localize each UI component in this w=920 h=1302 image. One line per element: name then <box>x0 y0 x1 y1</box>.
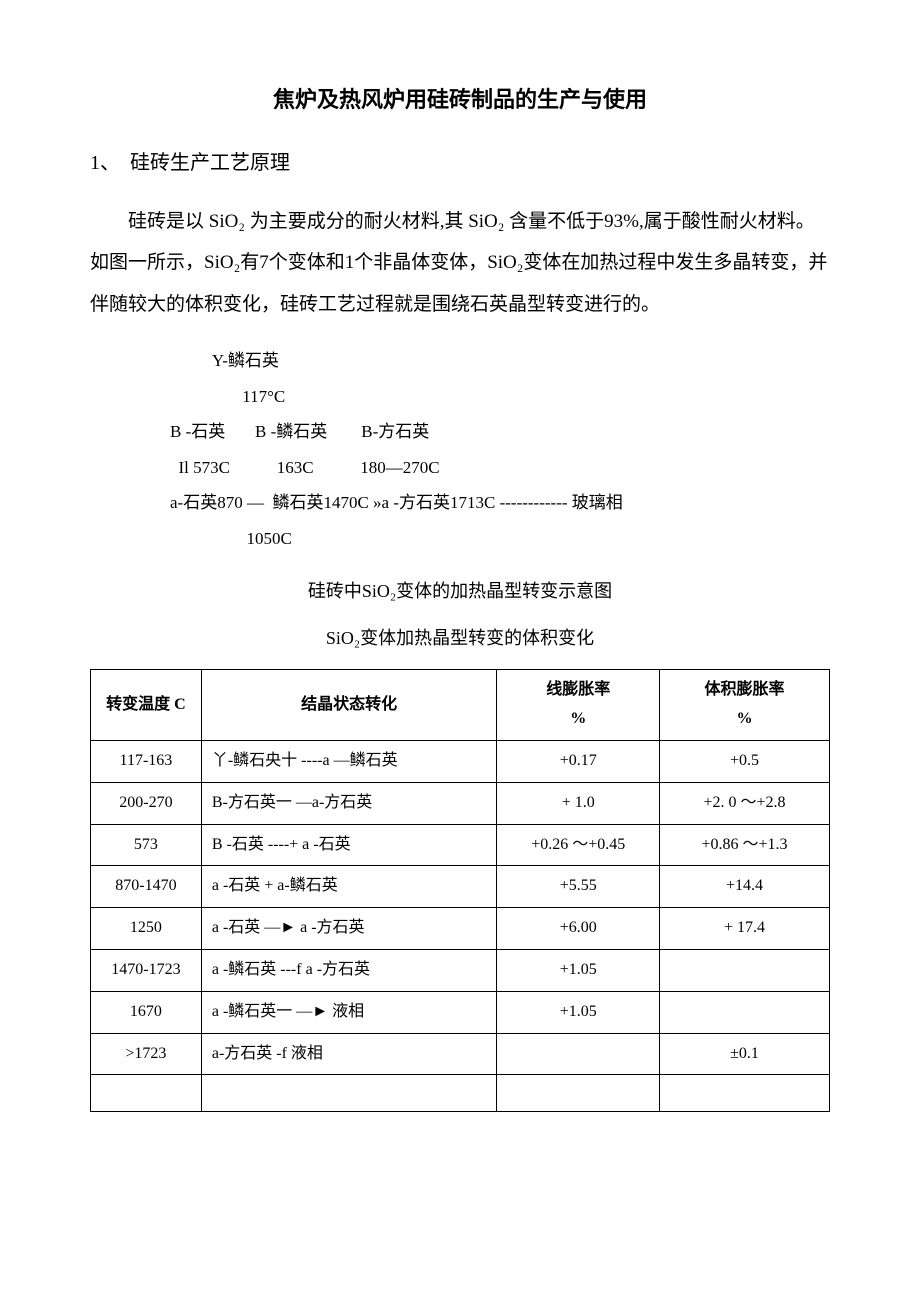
diagram-line-3: 117°C <box>170 382 830 413</box>
table-row: >1723 a-方石英 -f 液相 ±0.1 <box>91 1033 830 1075</box>
cell-linear: +5.55 <box>497 866 660 908</box>
table-header-row: 转变温度 C 结晶状态转化 线膨胀率 % 体积膨胀率 % <box>91 670 830 741</box>
cell-temp: 1470-1723 <box>91 949 202 991</box>
cell-linear: +0.17 <box>497 740 660 782</box>
table-row: 1670 a -鳞石英一 —► 液相 +1.05 <box>91 991 830 1033</box>
empty-cell <box>91 1075 202 1112</box>
section-heading: 硅砖生产工艺原理 <box>130 152 290 174</box>
phase-transition-diagram: Y-鳞石英 117°C B -石英 B -鳞石英 B-方石英 Il 573C 1… <box>170 346 830 555</box>
cell-vol: ±0.1 <box>660 1033 830 1075</box>
diagram-line-5: Il 573C 163C 180—270C <box>170 453 830 484</box>
cell-vol <box>660 949 830 991</box>
cell-change: 丫-鳞石央十 ----a —鳞石英 <box>201 740 497 782</box>
cell-temp: 117-163 <box>91 740 202 782</box>
empty-cell <box>201 1075 497 1112</box>
cell-vol: +0.86 ～+1.3 <box>660 824 830 866</box>
table-row: 117-163 丫-鳞石央十 ----a —鳞石英 +0.17 +0.5 <box>91 740 830 782</box>
header-vol-label: 体积膨胀率 <box>705 681 785 698</box>
cell-vol <box>660 991 830 1033</box>
cell-linear: +6.00 <box>497 908 660 950</box>
header-vol: 体积膨胀率 % <box>660 670 830 741</box>
expansion-table: 转变温度 C 结晶状态转化 线膨胀率 % 体积膨胀率 % 117-163 丫-鳞… <box>90 669 830 1112</box>
cell-temp: 1250 <box>91 908 202 950</box>
header-linear-label: 线膨胀率 <box>546 681 610 698</box>
cell-vol: +14.4 <box>660 866 830 908</box>
header-temp: 转变温度 C <box>91 670 202 741</box>
cell-linear: +0.26 ～+0.45 <box>497 824 660 866</box>
cell-change: a -鳞石英一 —► 液相 <box>201 991 497 1033</box>
diagram-line-6: a-石英870 — 鳞石英1470C »a -方石英1713C --------… <box>170 488 830 519</box>
cell-temp: 870-1470 <box>91 866 202 908</box>
table-empty-row <box>91 1075 830 1112</box>
cell-temp: >1723 <box>91 1033 202 1075</box>
cell-change: B -石英 ----+ a -石英 <box>201 824 497 866</box>
cell-change: a -石英 —► a -方石英 <box>201 908 497 950</box>
cell-vol: +2. 0 ～+2.8 <box>660 782 830 824</box>
empty-cell <box>497 1075 660 1112</box>
header-change: 结晶状态转化 <box>201 670 497 741</box>
diagram-caption: 硅砖中SiO₂变体的加热晶型转变示意图 <box>90 575 830 607</box>
empty-cell <box>660 1075 830 1112</box>
cell-change: B-方石英一 —a-方石英 <box>201 782 497 824</box>
header-linear-unit: % <box>570 710 586 727</box>
cell-change: a -鳞石英 ---f a -方石英 <box>201 949 497 991</box>
table-caption: SiO₂变体加热晶型转变的体积变化 <box>90 622 830 654</box>
diagram-line-4: B -石英 B -鳞石英 B-方石英 <box>170 417 830 448</box>
paragraph-1: 硅砖是以 SiO₂ 为主要成分的耐火材料,其 SiO₂ 含量不低于93%,属于酸… <box>90 201 830 326</box>
table-row: 1470-1723 a -鳞石英 ---f a -方石英 +1.05 <box>91 949 830 991</box>
header-vol-unit: % <box>737 710 753 727</box>
table-row: 870-1470 a -石英 + a-鳞石英 +5.55 +14.4 <box>91 866 830 908</box>
section-1-header: 1、 硅砖生产工艺原理 <box>90 145 830 181</box>
cell-temp: 1670 <box>91 991 202 1033</box>
section-number: 1、 <box>90 152 120 174</box>
cell-change: a -石英 + a-鳞石英 <box>201 866 497 908</box>
cell-linear: +1.05 <box>497 949 660 991</box>
table-row: 573 B -石英 ----+ a -石英 +0.26 ～+0.45 +0.86… <box>91 824 830 866</box>
page-title: 焦炉及热风炉用硅砖制品的生产与使用 <box>90 80 830 120</box>
cell-vol: + 17.4 <box>660 908 830 950</box>
cell-linear: +1.05 <box>497 991 660 1033</box>
cell-linear: + 1.0 <box>497 782 660 824</box>
header-linear: 线膨胀率 % <box>497 670 660 741</box>
table-row: 200-270 B-方石英一 —a-方石英 + 1.0 +2. 0 ～+2.8 <box>91 782 830 824</box>
cell-change: a-方石英 -f 液相 <box>201 1033 497 1075</box>
cell-temp: 200-270 <box>91 782 202 824</box>
cell-linear <box>497 1033 660 1075</box>
cell-vol: +0.5 <box>660 740 830 782</box>
diagram-line-8: 1050C <box>170 524 830 555</box>
table-row: 1250 a -石英 —► a -方石英 +6.00 + 17.4 <box>91 908 830 950</box>
cell-temp: 573 <box>91 824 202 866</box>
diagram-line-1: Y-鳞石英 <box>170 346 830 377</box>
